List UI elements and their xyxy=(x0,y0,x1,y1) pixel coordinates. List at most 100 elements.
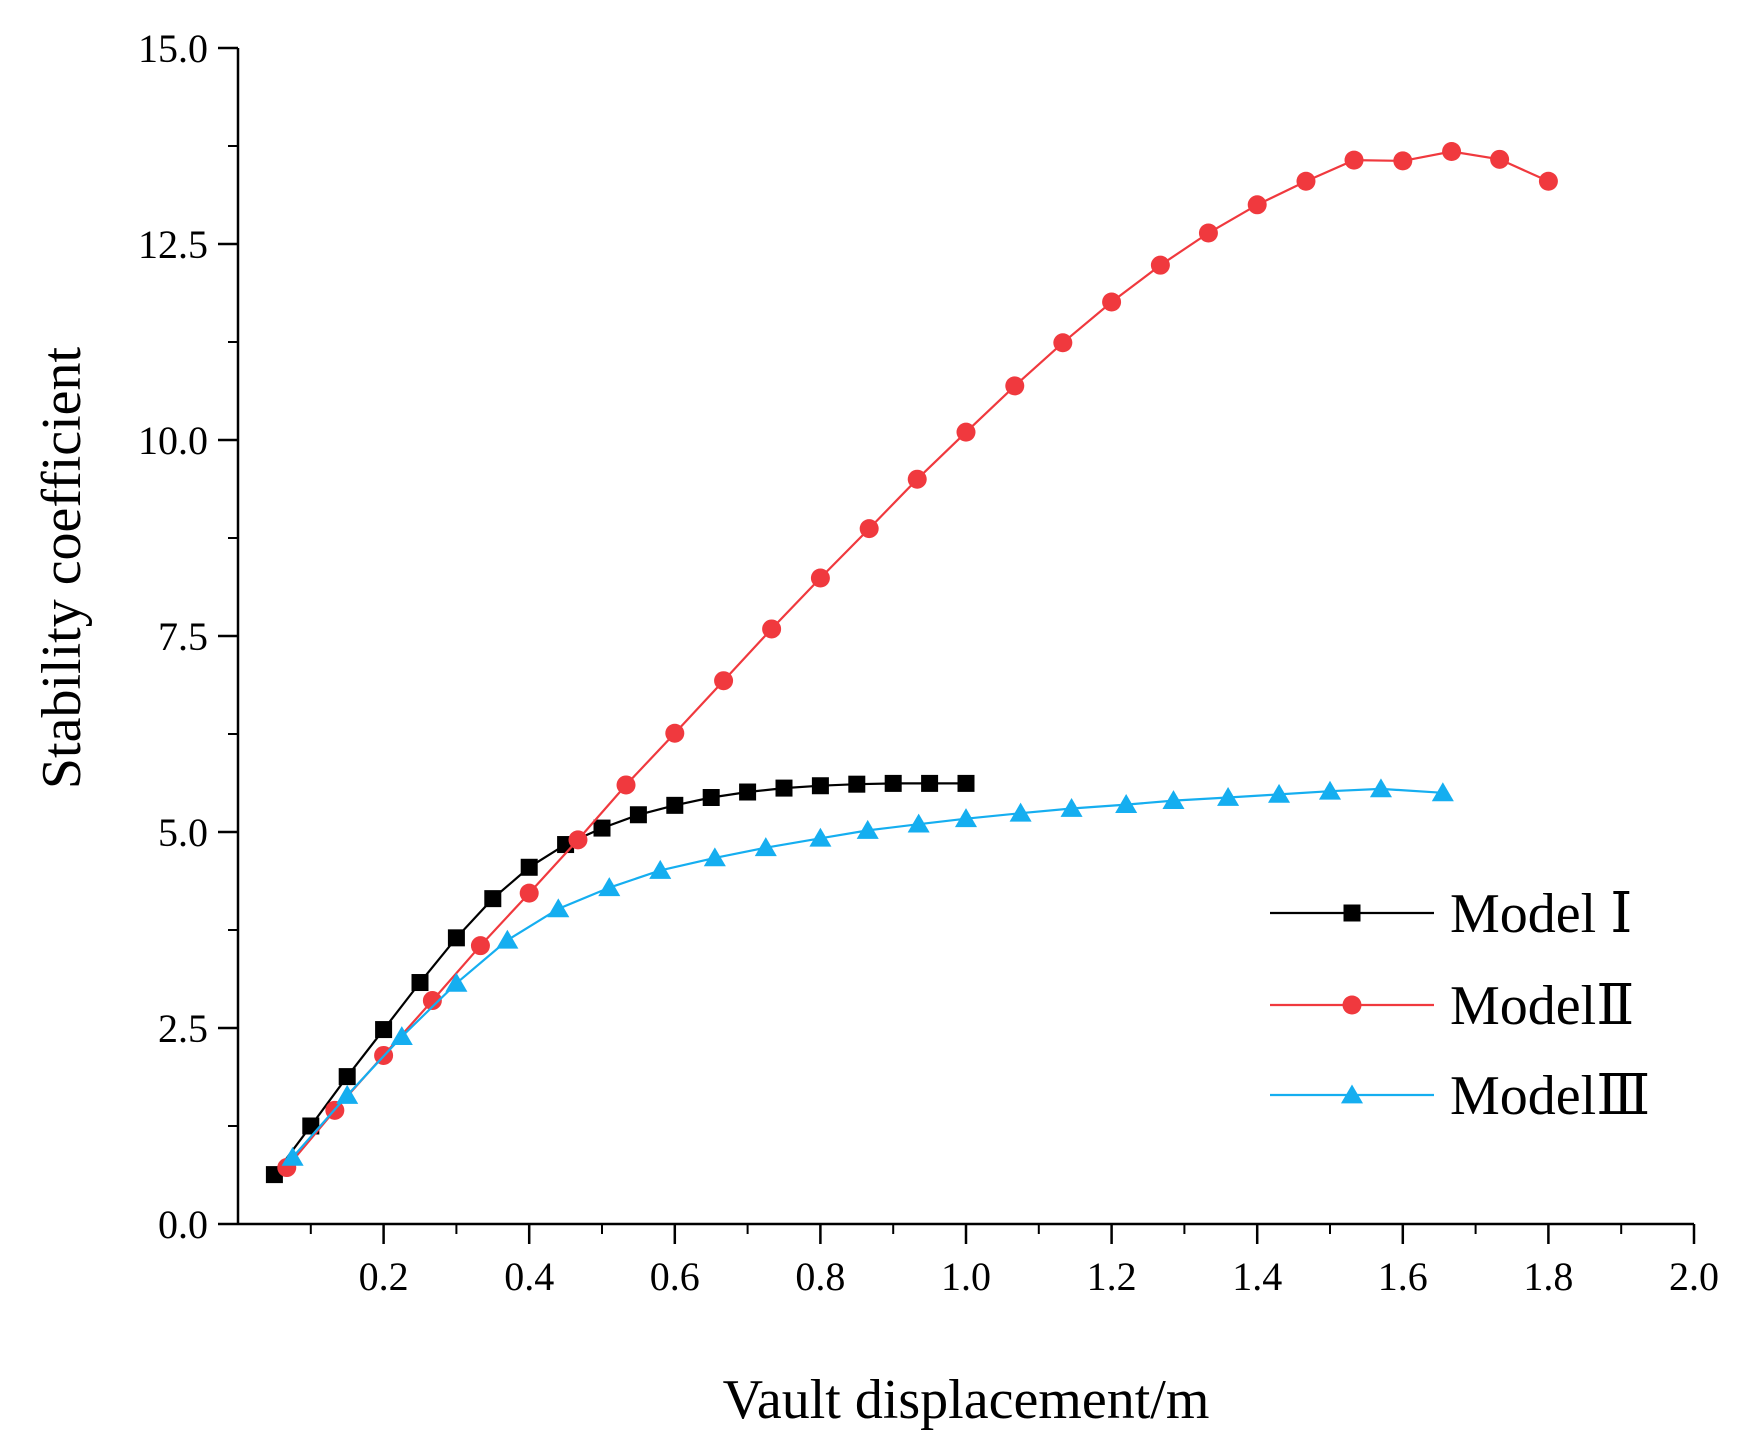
series-marker-circle xyxy=(907,469,927,489)
series-marker-triangle xyxy=(1369,778,1392,798)
series-marker-circle xyxy=(568,830,588,850)
x-tick-label: 1.0 xyxy=(941,1254,991,1299)
series-marker-circle xyxy=(956,422,976,442)
series-marker-circle xyxy=(1005,376,1025,396)
y-tick-label: 2.5 xyxy=(158,1006,208,1051)
series-marker-circle xyxy=(714,671,734,691)
series-marker-circle xyxy=(1150,255,1170,275)
legend-label: Model Ⅰ xyxy=(1450,883,1632,945)
series-marker-square xyxy=(593,819,611,837)
legend: Model Ⅰ ModelⅡ ModelⅢ xyxy=(1270,883,1650,1127)
x-tick-label: 1.4 xyxy=(1232,1254,1282,1299)
series-marker-square xyxy=(702,789,720,807)
series-marker-triangle xyxy=(547,898,570,918)
series-marker-circle xyxy=(1490,149,1510,169)
series-marker-square xyxy=(375,1021,393,1039)
legend-item-2: ModelⅡ xyxy=(1270,975,1634,1037)
series-marker-triangle xyxy=(1318,780,1342,800)
series-marker-square xyxy=(629,806,647,824)
series-line xyxy=(291,787,1443,1159)
series-line xyxy=(273,782,966,1176)
series-marker-triangle xyxy=(390,1026,413,1046)
series-marker-circle xyxy=(616,775,636,795)
series-marker-circle xyxy=(762,619,782,639)
series-marker-triangle xyxy=(1268,783,1291,803)
series-marker-square xyxy=(1343,904,1361,922)
series-marker-square xyxy=(921,774,939,792)
series-line xyxy=(285,150,1549,1169)
x-tick-label: 1.2 xyxy=(1087,1254,1137,1299)
series-marker-square xyxy=(447,929,465,947)
series-marker-triangle xyxy=(496,929,519,949)
series-marker-triangle xyxy=(907,813,930,833)
x-ticks: 0.2 0.4 0.6 0.8 1.0 1.2 1.4 1.6 1.8 2.0 xyxy=(309,1224,1719,1299)
series-marker-triangle xyxy=(445,972,468,992)
axes xyxy=(236,48,1694,1226)
series-marker-square xyxy=(775,779,793,797)
series-marker-circle xyxy=(1198,223,1218,243)
series-marker-triangle xyxy=(703,847,726,867)
series-2 xyxy=(277,141,1558,1178)
series-marker-triangle xyxy=(856,819,879,839)
series-marker-circle xyxy=(859,519,879,539)
y-tick-label: 5.0 xyxy=(158,810,208,855)
y-ticks: 0.0 2.5 5.0 7.5 10.0 12.5 15.0 xyxy=(138,26,238,1247)
x-tick-label: 0.2 xyxy=(359,1254,409,1299)
series-1 xyxy=(265,774,975,1184)
series-marker-square xyxy=(338,1068,356,1086)
x-tick-label: 1.6 xyxy=(1378,1254,1428,1299)
series-marker-square xyxy=(811,777,829,795)
series-marker-triangle xyxy=(809,827,832,847)
series-marker-circle xyxy=(1538,171,1558,191)
x-tick-label: 0.6 xyxy=(650,1254,700,1299)
x-axis-title: Vault displacement/m xyxy=(723,1369,1210,1431)
series-marker-triangle xyxy=(598,877,621,897)
series-marker-triangle xyxy=(1115,794,1138,813)
legend-item-1: Model Ⅰ xyxy=(1270,883,1632,945)
series-marker-triangle xyxy=(336,1084,359,1104)
series-marker-square xyxy=(957,774,975,792)
series-marker-circle xyxy=(1442,141,1462,161)
series-marker-circle xyxy=(1247,195,1267,215)
series-marker-square xyxy=(848,775,866,793)
series-marker-circle xyxy=(1296,171,1316,191)
series-marker-square xyxy=(411,974,429,992)
series-marker-circle xyxy=(1344,150,1364,170)
legend-label: ModelⅢ xyxy=(1450,1065,1650,1127)
y-tick-label: 0.0 xyxy=(158,1202,208,1247)
y-tick-label: 15.0 xyxy=(138,26,208,71)
series-marker-circle xyxy=(810,568,830,588)
series-marker-triangle xyxy=(1217,787,1240,806)
series-marker-circle xyxy=(422,991,442,1011)
series-marker-square xyxy=(884,774,902,792)
series-marker-triangle xyxy=(281,1146,304,1166)
y-tick-label: 10.0 xyxy=(138,418,208,463)
series-3 xyxy=(281,778,1454,1166)
series-marker-triangle xyxy=(754,837,777,857)
series-marker-triangle xyxy=(1162,790,1185,810)
x-tick-label: 0.8 xyxy=(795,1254,845,1299)
series-marker-circle xyxy=(1393,151,1413,171)
y-axis-title: Stability coefficient xyxy=(31,346,93,789)
series-marker-square xyxy=(666,796,684,814)
legend-label: ModelⅡ xyxy=(1450,975,1634,1037)
x-tick-label: 0.4 xyxy=(504,1254,554,1299)
series-marker-circle xyxy=(470,936,490,956)
series-marker-circle xyxy=(665,723,685,743)
series-marker-triangle xyxy=(1340,1084,1364,1104)
series-marker-triangle xyxy=(649,859,672,879)
legend-item-3: ModelⅢ xyxy=(1270,1065,1650,1127)
series-marker-triangle xyxy=(1009,802,1032,822)
series-marker-square xyxy=(484,890,502,908)
y-tick-label: 12.5 xyxy=(138,222,208,267)
x-tick-label: 1.8 xyxy=(1523,1254,1573,1299)
series-marker-triangle xyxy=(1431,782,1454,802)
series-marker-circle xyxy=(519,883,539,903)
series-marker-square xyxy=(520,858,538,876)
x-tick-label: 2.0 xyxy=(1669,1254,1719,1299)
series-marker-triangle xyxy=(1060,797,1083,817)
series-marker-circle xyxy=(1102,292,1122,312)
series-marker-square xyxy=(739,783,757,801)
series-layer xyxy=(265,141,1558,1184)
